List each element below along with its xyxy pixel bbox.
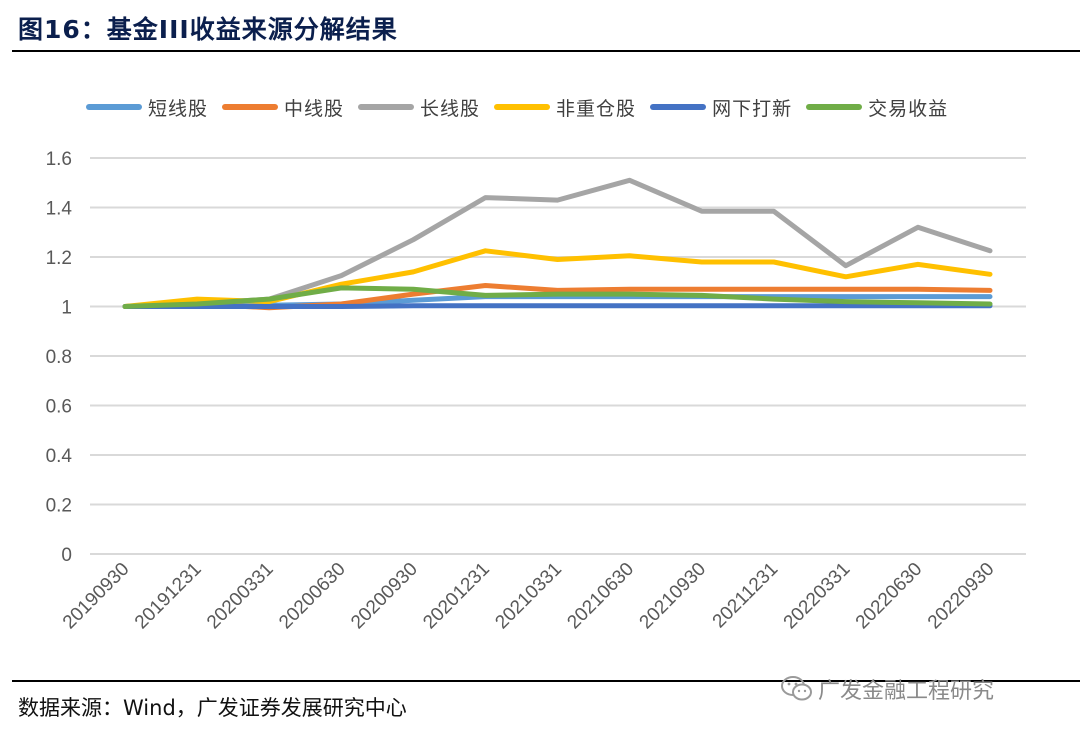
legend-label: 中线股 [284, 97, 345, 120]
legend-item: 网下打新 [650, 94, 792, 121]
legend-label: 非重仓股 [556, 97, 637, 120]
legend-swatch [494, 104, 551, 110]
legend-label: 长线股 [420, 97, 481, 120]
top-rule [12, 50, 1080, 52]
series-line-5 [122, 285, 993, 309]
legend-label: 网下打新 [712, 97, 793, 120]
x-tick-label: 20200930 [347, 559, 422, 634]
legend-item: 非重仓股 [494, 94, 636, 121]
y-axis-ticks: 0 0.2 0.4 0.6 0.8 1 1.2 1.4 1.6 [46, 149, 73, 566]
x-tick-label: 20201231 [419, 559, 494, 634]
source-note: 数据来源：Wind，广发证券发展研究中心 [18, 696, 407, 720]
watermark: 广发金融工程研究 [780, 672, 994, 706]
legend-item: 中线股 [222, 94, 344, 121]
legend-item: 交易收益 [806, 94, 948, 121]
x-tick-label: 20220331 [780, 559, 855, 634]
legend-item: 短线股 [86, 94, 208, 121]
legend-label: 短线股 [148, 97, 209, 120]
y-tick-label: 0.6 [46, 397, 72, 418]
series-lines [122, 177, 993, 311]
series-line-4 [122, 303, 993, 309]
x-tick-label: 20210331 [491, 559, 566, 634]
chart-legend: 短线股 中线股 长线股 非重仓股 网下打新 交易收益 [86, 92, 1026, 122]
x-tick-label: 20200630 [275, 559, 350, 634]
wechat-icon [781, 676, 812, 701]
x-tick-label: 20210630 [563, 559, 638, 634]
x-tick-label: 20211231 [709, 559, 783, 633]
legend-item: 长线股 [358, 94, 480, 121]
y-tick-label: 0.4 [46, 446, 73, 467]
watermark-text: 广发金融工程研究 [818, 679, 995, 704]
legend-swatch [222, 104, 279, 110]
x-tick-label: 20191231 [131, 559, 206, 634]
figure-header: 图16：基金III收益来源分解结果 [0, 0, 1080, 52]
legend-swatch [650, 104, 707, 110]
x-tick-label: 20220930 [924, 559, 999, 634]
line-chart: 0 0.2 0.4 0.6 0.8 1 1.2 1.4 1.6 2019093020191231… [46, 149, 1026, 634]
legend-swatch [86, 104, 142, 110]
y-tick-label: 0.2 [46, 496, 72, 517]
y-tick-label: 1.2 [46, 248, 72, 269]
legend-label: 交易收益 [868, 97, 949, 120]
legend-swatch [806, 104, 863, 110]
y-tick-label: 1.4 [46, 199, 73, 220]
x-tick-label: 20220630 [852, 559, 927, 634]
y-tick-label: 1 [61, 298, 72, 319]
x-axis-ticks: 2019093020191231202003312020063020200930… [59, 559, 999, 634]
y-tick-label: 0 [61, 545, 72, 566]
figure-title: 图16：基金III收益来源分解结果 [18, 15, 398, 44]
y-tick-label: 1.6 [46, 149, 72, 170]
grid-lines [90, 157, 1026, 555]
legend-swatch [358, 104, 415, 110]
bottom-rule [12, 680, 1080, 682]
x-tick-label: 20190930 [59, 559, 134, 634]
y-tick-label: 0.8 [46, 347, 72, 368]
figure-footer: 数据来源：Wind，广发证券发展研究中心 [0, 682, 1080, 733]
x-tick-label: 20210930 [636, 559, 711, 634]
x-tick-label: 20200331 [203, 559, 278, 634]
